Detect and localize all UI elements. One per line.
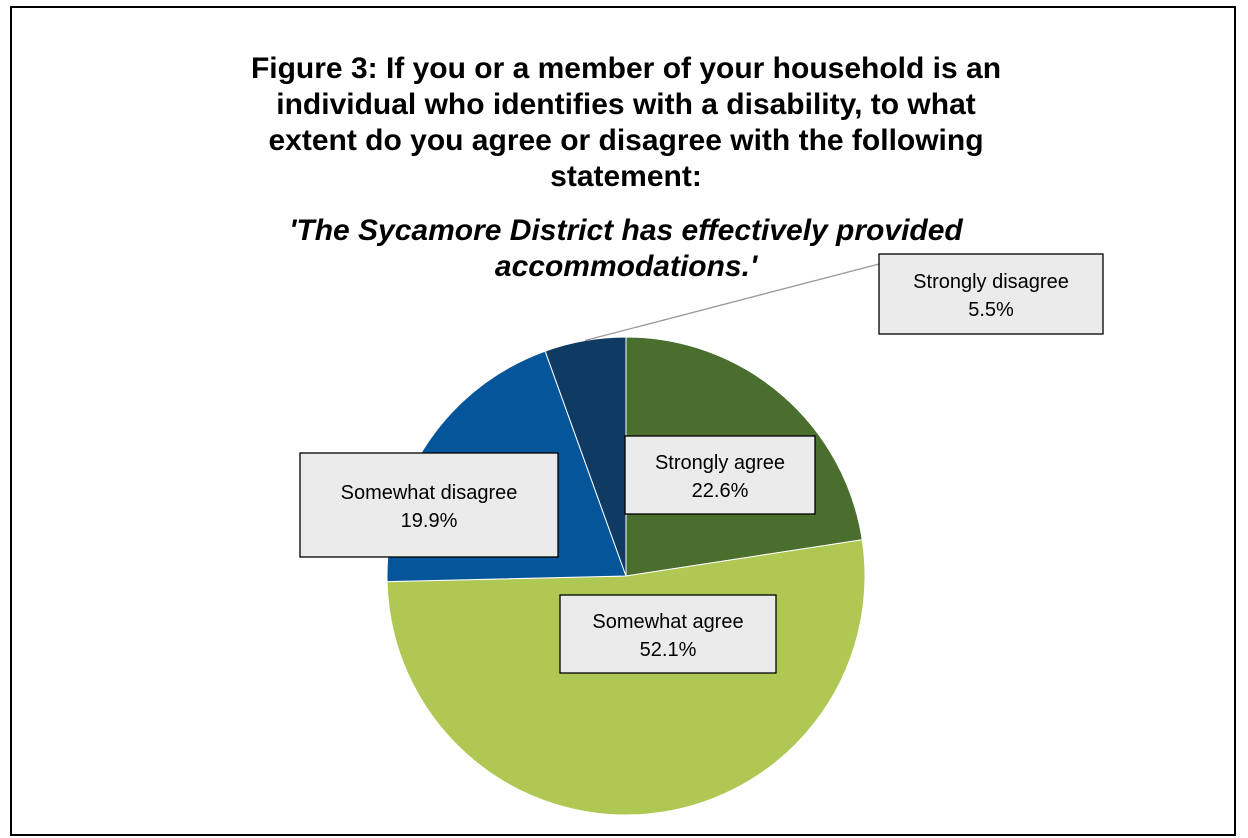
title-line: extent do you agree or disagree with the… xyxy=(268,124,983,157)
subtitle-line: accommodations.' xyxy=(495,250,758,283)
data-label-strongly-disagree: Strongly disagree 5.5% xyxy=(878,253,1104,335)
data-label-value: 5.5% xyxy=(968,299,1014,321)
leader-line xyxy=(584,263,880,342)
title-line: statement: xyxy=(550,160,702,193)
title-line: individual who identifies with a disabil… xyxy=(276,88,976,121)
pie-slice-somewhat-agree xyxy=(386,539,866,816)
pie-slices xyxy=(386,336,866,816)
data-label-box xyxy=(878,253,1104,335)
data-label-somewhat-disagree: Somewhat disagree 19.9% xyxy=(299,452,559,558)
data-label-value: 22.6% xyxy=(692,480,749,502)
subtitle-line: 'The Sycamore District has effectively p… xyxy=(289,214,963,247)
data-label-category: Strongly agree xyxy=(655,452,785,474)
data-label-category: Strongly disagree xyxy=(913,271,1069,293)
chart-frame: Figure 3: If you or a member of your hou… xyxy=(10,6,1236,836)
data-label-box xyxy=(559,594,777,674)
data-label-somewhat-agree: Somewhat agree 52.1% xyxy=(559,594,777,674)
data-label-category: Somewhat disagree xyxy=(341,482,518,504)
pie-slice-strongly-disagree xyxy=(544,336,627,577)
data-label-box xyxy=(624,435,816,515)
data-label-category: Somewhat agree xyxy=(592,611,743,633)
title-line: Figure 3: If you or a member of your hou… xyxy=(251,52,1001,85)
data-label-value: 52.1% xyxy=(640,639,697,661)
data-label-strongly-agree: Strongly agree 22.6% xyxy=(624,435,816,515)
chart-subtitle: 'The Sycamore District has effectively p… xyxy=(289,214,963,283)
data-label-box xyxy=(299,452,559,558)
data-label-value: 19.9% xyxy=(401,510,458,532)
pie-chart: Figure 3: If you or a member of your hou… xyxy=(251,52,1104,816)
chart-title: Figure 3: If you or a member of your hou… xyxy=(251,52,1001,193)
